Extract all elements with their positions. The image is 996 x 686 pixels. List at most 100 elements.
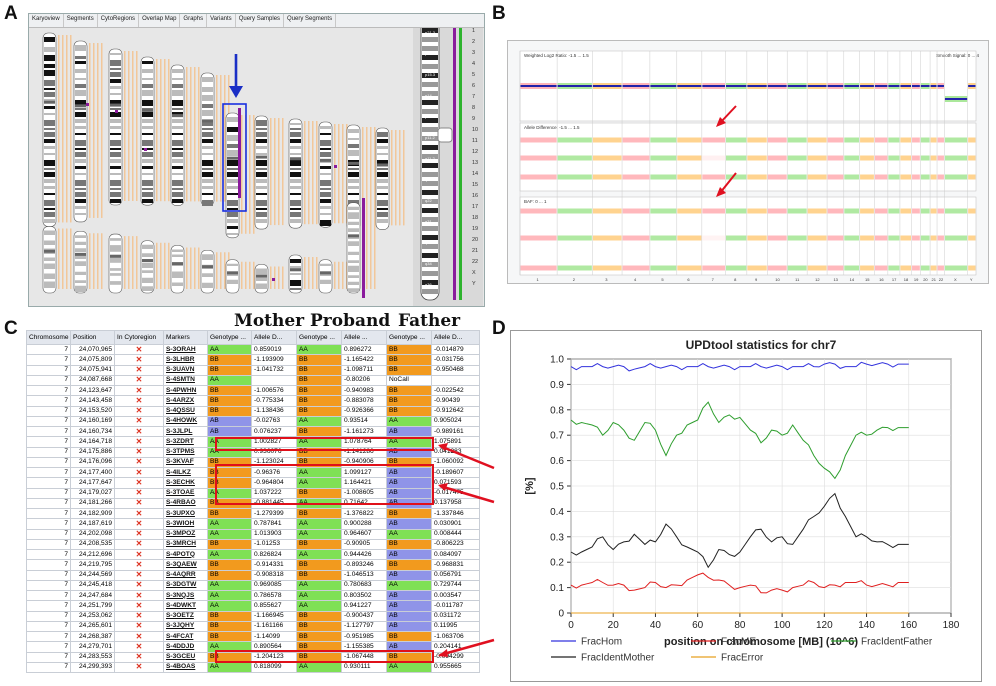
baf-band xyxy=(807,208,827,214)
chromosome-band xyxy=(75,119,86,123)
table-row[interactable]: 7 24,202,098 ✕ S-3MPOZ AA 1.013903 AA 0.964607 A… xyxy=(26,528,480,540)
ideogram-band xyxy=(422,109,438,114)
toolbar-tab[interactable]: Segments xyxy=(64,14,98,27)
table-row[interactable]: 7 24,268,387 ✕ S-4FCAT BB -1.14099 BB -0.951985… xyxy=(26,630,480,643)
chr-label: 15 xyxy=(865,277,870,282)
column-header[interactable]: Allele D... xyxy=(251,330,297,345)
table-row[interactable]: 7 24,160,169 ✕ S-4HOWK AB -0.02763 AA 0.93514 AA… xyxy=(26,415,480,428)
table-cell: 24,182,909 xyxy=(70,507,115,520)
chromosome-15 xyxy=(108,233,138,294)
allele-diff-band xyxy=(557,174,592,180)
chromosome-band xyxy=(75,285,86,292)
chromosome-17 xyxy=(170,245,200,294)
allele-diff-band xyxy=(920,174,930,180)
table-cell: BB xyxy=(207,405,252,417)
toolbar-tab[interactable]: Query Samples xyxy=(236,14,285,27)
chromosome-band xyxy=(44,200,55,206)
toolbar-tab[interactable]: Overlap Map xyxy=(139,14,181,27)
segment-track xyxy=(97,233,99,289)
segment-track xyxy=(370,204,372,289)
table-row[interactable]: 7 24,219,795 ✕ S-3QAEW BB -0.914331 BB -0.89324… xyxy=(26,559,480,571)
table-cell: BB xyxy=(386,559,432,571)
table-row[interactable]: 7 24,075,809 ✕ S-3LHBR BB -1.193909 BB -1.16542… xyxy=(26,354,480,366)
table-row[interactable]: 7 24,187,619 ✕ S-3WIOH AA 0.787841 AA 0.900288 A… xyxy=(26,518,480,530)
baf-band xyxy=(860,235,874,241)
centromere xyxy=(256,155,267,159)
toolbar-tab[interactable]: Query Segments xyxy=(284,14,337,27)
not-in-cytoregion-icon: ✕ xyxy=(114,610,164,622)
chromosome-band xyxy=(348,186,359,189)
chrom-number: X xyxy=(472,270,476,276)
column-header[interactable]: Markers xyxy=(163,330,208,345)
table-cell: AA xyxy=(296,343,342,356)
allele-diff-band xyxy=(827,174,844,180)
table-row[interactable]: 7 24,245,418 ✕ S-3DGTW AA 0.969085 AA 0.780683 A… xyxy=(26,579,480,592)
allele-diff-band xyxy=(968,137,976,143)
chromosome-band xyxy=(75,100,86,106)
chromosome-band xyxy=(142,192,153,197)
centromere xyxy=(377,163,388,167)
chromosome-band xyxy=(290,179,301,183)
table-row[interactable]: 7 24,299,393 ✕ S-4BOAS AA 0.818099 AA 0.930111 A… xyxy=(26,661,480,674)
ideogram-band xyxy=(422,208,438,213)
table-row[interactable]: 7 24,179,027 ✕ S-3TOAE AA 1.037222 BB -1.008605… xyxy=(26,487,480,499)
baf-band xyxy=(592,235,622,241)
table-row[interactable]: 7 24,160,734 ✕ S-3JLPL AB 0.076237 BB -1.161273… xyxy=(26,425,480,438)
table-row[interactable]: 7 24,251,799 ✕ S-4DWKT AA 0.855627 AA 0.941227 A… xyxy=(26,600,480,612)
toolbar-tab[interactable]: Graphs xyxy=(180,14,208,27)
table-row[interactable]: 7 24,164,718 ✕ S-3ZDRT AA 1.002827 AA 1.078764 A… xyxy=(26,436,480,448)
column-header[interactable]: Chromosome xyxy=(26,330,71,345)
ideogram-band xyxy=(422,46,438,51)
table-cell: -1.138436 xyxy=(251,405,297,417)
table-cell: 0.787841 xyxy=(251,518,297,530)
table-row[interactable]: 7 24,247,684 ✕ S-3NQJS AA 0.786578 AA 0.803502 A… xyxy=(26,589,480,602)
table-row[interactable]: 7 24,208,535 ✕ S-3MRCH BB -1.01253 BB -0.90905 B… xyxy=(26,538,480,551)
table-row[interactable]: 7 24,182,909 ✕ S-3UPXO BB -1.279399 BB -1.37682… xyxy=(26,507,480,520)
table-row[interactable]: 7 24,087,668 ✕ S-4SMTN AA BB -0.80206 NoCall xyxy=(26,374,480,387)
not-in-cytoregion-icon: ✕ xyxy=(114,528,164,540)
chromosome-band xyxy=(227,117,238,122)
chromosome-band xyxy=(377,179,388,183)
baf-band xyxy=(844,208,860,214)
centromere xyxy=(75,104,86,108)
not-in-cytoregion-icon: ✕ xyxy=(114,446,164,458)
series-line-FracME xyxy=(570,572,909,594)
table-row[interactable]: 7 24,153,520 ✕ S-4QSSU BB -1.138436 BB -0.92636… xyxy=(26,405,480,417)
table-row[interactable]: 7 24,212,696 ✕ S-4POTQ AA 0.826824 AA 0.944426 A… xyxy=(26,548,480,561)
column-header[interactable]: Genotype ... xyxy=(296,330,342,345)
column-header[interactable]: Genotype ... xyxy=(207,330,252,345)
chromosome-band xyxy=(256,146,267,149)
table-row[interactable]: 7 24,143,458 ✕ S-4ARZX BB -0.775334 BB -0.88307… xyxy=(26,395,480,407)
column-header[interactable]: Allele ... xyxy=(341,330,387,345)
chrom-number: 6 xyxy=(472,83,475,89)
table-row[interactable]: 7 24,253,062 ✕ S-3OETZ BB -1.166945 BB -0.90043… xyxy=(26,610,480,622)
column-header[interactable]: Genotype ... xyxy=(386,330,432,345)
table-row[interactable]: 7 24,123,647 ✕ S-4PWHN BB -1.006576 BB -0.94098… xyxy=(26,384,480,397)
table-row[interactable]: 7 24,070,965 ✕ S-3ORAH AA 0.859019 AA 0.896272 B… xyxy=(26,343,480,356)
chromosome-band xyxy=(75,166,86,169)
column-header[interactable]: In Cytoregion xyxy=(114,330,164,345)
table-cell: S-3LHBR xyxy=(163,354,208,366)
table-row[interactable]: 7 24,244,569 ✕ S-4AQRR BB -0.908318 BB -1.04651… xyxy=(26,569,480,581)
table-cell: 24,202,098 xyxy=(70,528,115,540)
chromosome-band xyxy=(348,241,359,246)
allele-diff-band xyxy=(592,174,622,180)
toolbar-tab[interactable]: Karyoview xyxy=(29,14,64,27)
toolbar-tab[interactable]: CytoRegions xyxy=(98,14,140,27)
table-row[interactable]: 7 24,177,647 ✕ S-3ECHK BB -0.964804 AA 1.164421… xyxy=(26,477,480,489)
chromosome-band xyxy=(44,153,55,155)
table-cell: S-4DWKT xyxy=(163,600,208,612)
table-cell: AA xyxy=(386,579,432,592)
ideogram-band xyxy=(422,244,438,249)
segment-track xyxy=(164,242,166,289)
chromosome-band xyxy=(75,78,86,80)
table-cell: 0.803502 xyxy=(341,589,387,602)
table-row[interactable]: 7 24,265,601 ✕ S-3JQHY BB -1.161166 BB -1.12779… xyxy=(26,620,480,633)
toolbar-tab[interactable]: Variants xyxy=(207,14,236,27)
chromosome-band xyxy=(44,281,55,288)
table-row[interactable]: 7 24,075,941 ✕ S-3UAVN BB -1.041732 BB -1.09871… xyxy=(26,364,480,376)
column-header[interactable]: Position xyxy=(70,330,115,345)
chromosome-band xyxy=(172,180,183,186)
chromosome-band xyxy=(110,148,121,150)
chromosome-body xyxy=(318,259,333,294)
